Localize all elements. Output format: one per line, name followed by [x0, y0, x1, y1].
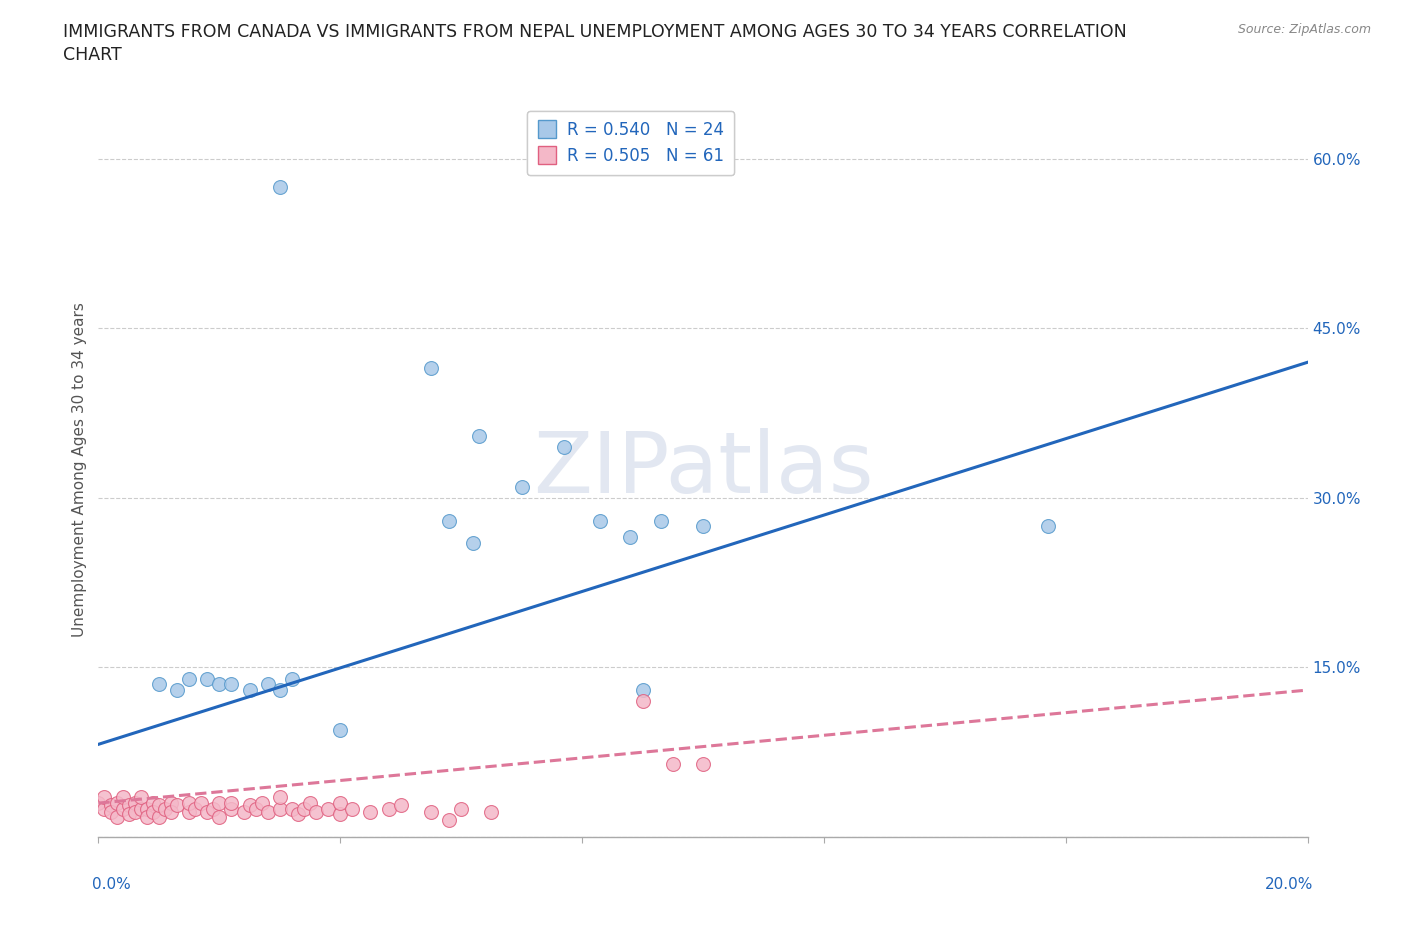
Point — [195, 671, 218, 686]
Text: CHART: CHART — [63, 46, 122, 64]
Point — [100, 798, 122, 813]
Point — [329, 723, 352, 737]
Point — [360, 804, 382, 819]
Point — [256, 677, 278, 692]
Point — [153, 802, 176, 817]
Point — [129, 790, 152, 804]
Text: 20.0%: 20.0% — [1265, 877, 1313, 893]
Text: IMMIGRANTS FROM CANADA VS IMMIGRANTS FROM NEPAL UNEMPLOYMENT AMONG AGES 30 TO 34: IMMIGRANTS FROM CANADA VS IMMIGRANTS FRO… — [63, 23, 1128, 41]
Point — [195, 804, 218, 819]
Point — [105, 796, 128, 811]
Point — [118, 807, 141, 822]
Point — [463, 536, 485, 551]
Point — [389, 798, 412, 813]
Point — [221, 802, 243, 817]
Point — [269, 802, 291, 817]
Point — [148, 798, 170, 813]
Point — [650, 513, 672, 528]
Point — [111, 790, 134, 804]
Point — [105, 809, 128, 824]
Point — [124, 804, 146, 819]
Point — [111, 802, 134, 817]
Point — [118, 798, 141, 813]
Point — [269, 790, 291, 804]
Point — [245, 802, 267, 817]
Point — [292, 802, 315, 817]
Point — [208, 809, 231, 824]
Point — [148, 809, 170, 824]
Point — [221, 677, 243, 692]
Point — [135, 809, 157, 824]
Point — [692, 519, 714, 534]
Point — [342, 802, 364, 817]
Point — [160, 796, 183, 811]
Point — [129, 802, 152, 817]
Point — [250, 796, 273, 811]
Point — [481, 804, 503, 819]
Point — [269, 179, 291, 194]
Point — [190, 796, 212, 811]
Point — [692, 756, 714, 771]
Point — [208, 796, 231, 811]
Point — [281, 802, 304, 817]
Point — [316, 802, 339, 817]
Point — [468, 429, 491, 444]
Point — [420, 804, 443, 819]
Point — [202, 802, 225, 817]
Legend: R = 0.540   N = 24, R = 0.505   N = 61: R = 0.540 N = 24, R = 0.505 N = 61 — [527, 111, 734, 175]
Text: ZIPatlas: ZIPatlas — [533, 428, 873, 512]
Point — [661, 756, 683, 771]
Point — [179, 804, 201, 819]
Point — [142, 796, 165, 811]
Point — [510, 479, 533, 494]
Y-axis label: Unemployment Among Ages 30 to 34 years: Unemployment Among Ages 30 to 34 years — [72, 302, 87, 637]
Point — [1036, 519, 1059, 534]
Point — [87, 796, 110, 811]
Point — [631, 683, 654, 698]
Point — [93, 790, 115, 804]
Point — [631, 694, 654, 709]
Point — [208, 677, 231, 692]
Point — [179, 796, 201, 811]
Point — [142, 804, 165, 819]
Point — [179, 671, 201, 686]
Point — [135, 802, 157, 817]
Point — [184, 802, 207, 817]
Point — [232, 804, 254, 819]
Point — [221, 796, 243, 811]
Point — [299, 796, 322, 811]
Point — [553, 440, 575, 455]
Point — [160, 804, 183, 819]
Point — [287, 807, 309, 822]
Point — [100, 804, 122, 819]
Point — [281, 671, 304, 686]
Point — [329, 796, 352, 811]
Point — [437, 813, 460, 828]
Point — [329, 807, 352, 822]
Point — [450, 802, 472, 817]
Point — [420, 361, 443, 376]
Text: 0.0%: 0.0% — [93, 877, 131, 893]
Point — [148, 677, 170, 692]
Point — [377, 802, 399, 817]
Point — [437, 513, 460, 528]
Point — [166, 683, 188, 698]
Point — [589, 513, 612, 528]
Point — [239, 683, 262, 698]
Point — [93, 802, 115, 817]
Text: Source: ZipAtlas.com: Source: ZipAtlas.com — [1237, 23, 1371, 36]
Point — [124, 796, 146, 811]
Point — [269, 683, 291, 698]
Point — [239, 798, 262, 813]
Point — [166, 798, 188, 813]
Point — [619, 530, 641, 545]
Point — [305, 804, 328, 819]
Point — [256, 804, 278, 819]
